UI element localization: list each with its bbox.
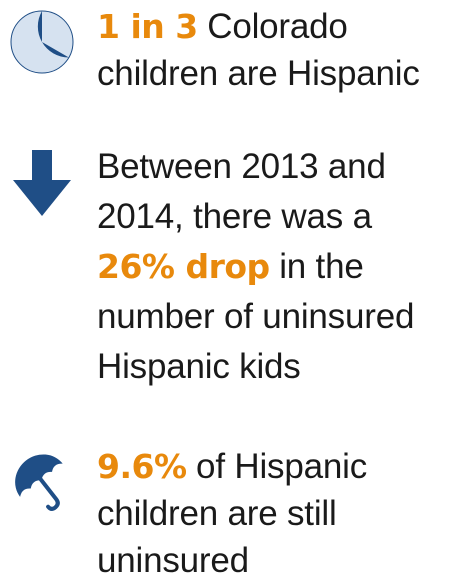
highlight-value: 9.6% bbox=[97, 447, 187, 486]
fact-text: 1 in 3 Colorado children are Hispanic bbox=[97, 3, 449, 97]
fact-uninsured-drop: Between 2013 and 2014, there was a 26% d… bbox=[0, 140, 449, 400]
highlight-value: 26% drop bbox=[97, 247, 270, 286]
umbrella-icon bbox=[11, 450, 73, 512]
down-arrow-icon bbox=[11, 150, 73, 216]
fact-intro: Between 2013 and 2014, there was a bbox=[97, 147, 386, 236]
fact-body: Colorado children are Hispanic bbox=[97, 7, 420, 93]
fact-still-uninsured: 9.6% of Hispanic children are still unin… bbox=[0, 440, 449, 584]
fact-body: of Hispanic children are still uninsured bbox=[97, 447, 367, 580]
fact-text: 9.6% of Hispanic children are still unin… bbox=[97, 443, 449, 584]
fact-body: in the number of uninsured Hispanic kids bbox=[97, 247, 415, 386]
fact-hispanic-share: 1 in 3 Colorado children are Hispanic bbox=[0, 0, 449, 100]
pie-chart-icon bbox=[10, 10, 74, 74]
fact-text: Between 2013 and 2014, there was a 26% d… bbox=[97, 142, 449, 392]
highlight-value: 1 in 3 bbox=[97, 7, 198, 46]
